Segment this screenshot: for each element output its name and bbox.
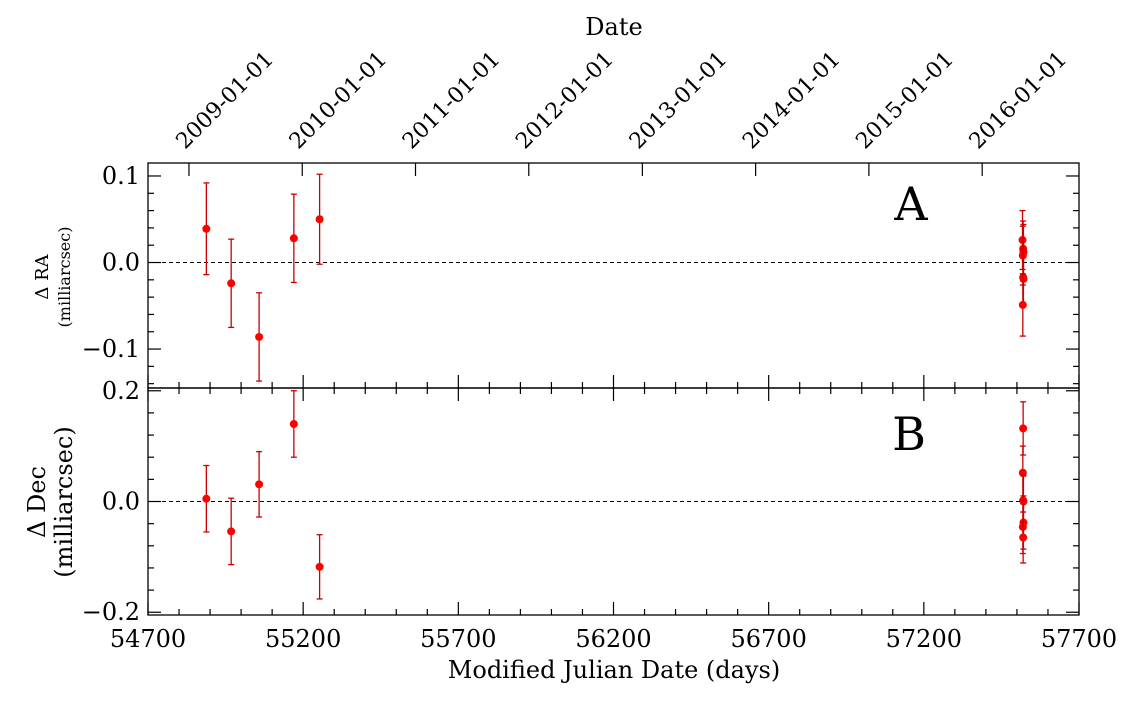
top-date-tick-label: 2015-01-01	[851, 47, 958, 154]
data-point	[289, 234, 298, 243]
top-date-axis: 2009-01-01 2010-01-01 2011-01-01 2012-01-01…	[172, 47, 1072, 176]
data-point	[202, 224, 211, 233]
y-tick-label: 0.0	[102, 249, 140, 277]
data-point	[227, 527, 236, 536]
y-tick-label: 0.2	[102, 377, 140, 405]
x-tick-label: 55700	[420, 625, 496, 653]
x-tick-label: 54700	[110, 625, 186, 653]
x-tick-label: 56700	[730, 625, 806, 653]
y-tick-label: 0.1	[102, 162, 140, 190]
data-point	[255, 480, 264, 489]
top-date-tick-label: 2011-01-01	[398, 47, 505, 154]
x-tick-label: 57200	[886, 625, 962, 653]
top-date-tick-label: 2009-01-01	[172, 47, 279, 154]
y-tick-label: −0.1	[82, 335, 140, 363]
top-date-tick-label: 2016-01-01	[965, 47, 1072, 154]
data-point	[315, 562, 324, 571]
data-point	[1018, 300, 1027, 309]
panel-a-ylabel-sub: (milliarcsec)	[55, 227, 74, 328]
data-point	[1019, 533, 1028, 542]
top-axis-title: Date	[585, 13, 642, 41]
top-date-tick-label: 2014-01-01	[738, 47, 845, 154]
panel-b-ylabel: Δ Dec	[23, 466, 51, 538]
top-date-tick-label: 2013-01-01	[625, 47, 732, 154]
panel-a-frame	[147, 162, 1080, 389]
data-point	[315, 215, 324, 224]
panel-a: −0.1 0.0 0.1 A Δ RA (milliarcsec)	[32, 162, 1080, 389]
data-point	[227, 279, 236, 288]
panel-a-label: A	[893, 177, 928, 231]
panel-b: 54700 55200 55700 56200 56700 57200 57700 −0.2 0…	[23, 377, 1117, 684]
data-point	[1019, 424, 1028, 433]
y-tick-label: −0.2	[82, 598, 140, 626]
data-point	[202, 494, 211, 503]
top-date-tick-label: 2012-01-01	[511, 47, 618, 154]
x-tick-label: 56200	[575, 625, 651, 653]
data-point	[255, 332, 264, 341]
x-tick-label: 57700	[1041, 625, 1117, 653]
x-tick-label: 55200	[265, 625, 341, 653]
top-date-tick-label: 2010-01-01	[285, 47, 392, 154]
panel-b-ylabel-sub: (milliarcsec)	[50, 426, 78, 577]
x-axis-title: Modified Julian Date (days)	[448, 656, 780, 684]
panel-b-label: B	[892, 407, 926, 461]
panel-a-ylabel: Δ RA	[32, 253, 53, 299]
data-point	[289, 419, 298, 428]
y-tick-label: 0.0	[102, 488, 140, 516]
